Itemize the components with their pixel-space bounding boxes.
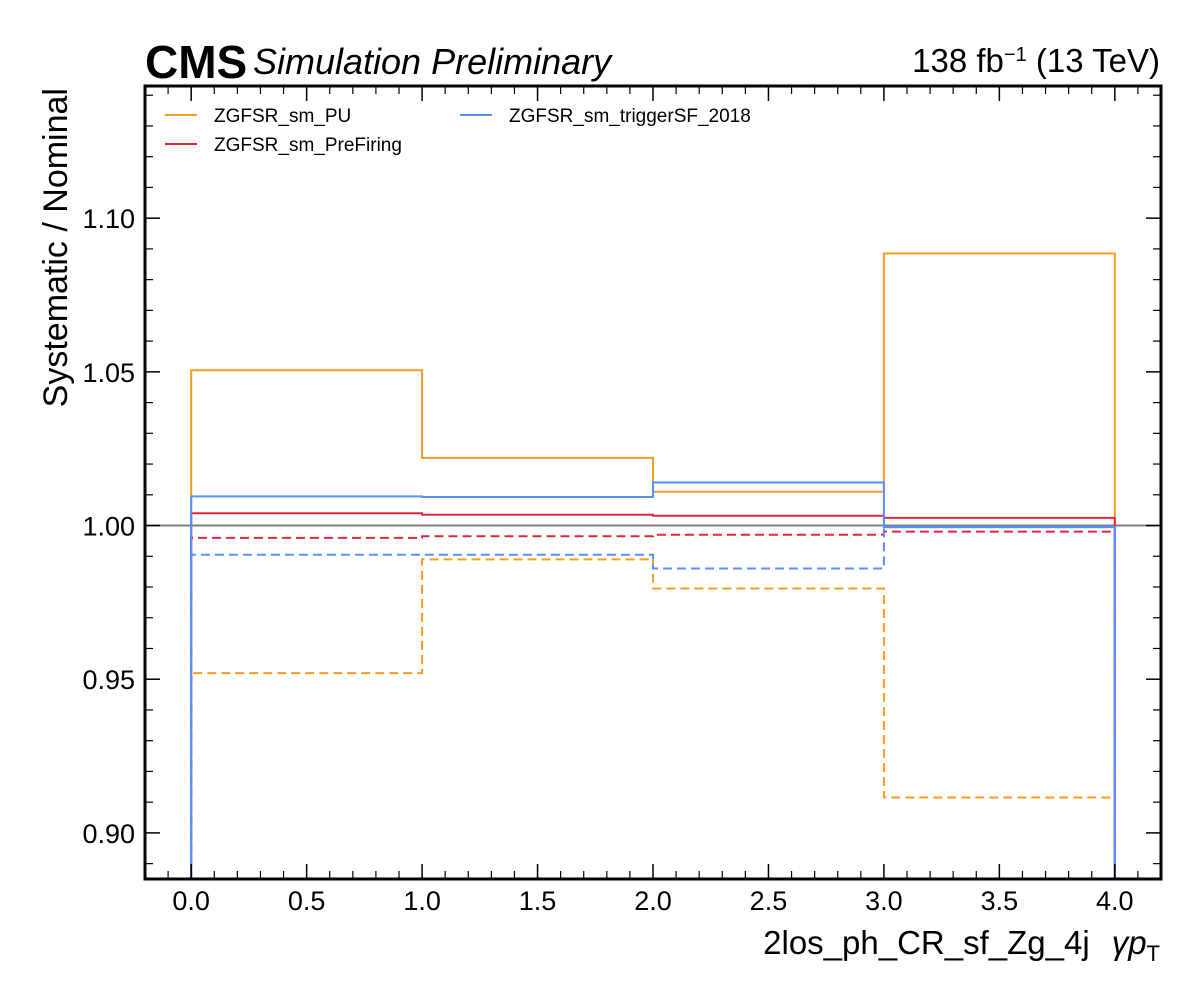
x-axis-variable: γp <box>1112 924 1147 961</box>
cms-label: CMS <box>145 36 247 88</box>
plot-area: 0.0 0.5 1.0 1.5 2.0 2.5 3.0 3.5 4.0 0.90 0.95 1.00 1… <box>82 84 1163 916</box>
plot-frame <box>143 84 1163 881</box>
legend-entry: ZGFSR_sm_PreFiring <box>214 135 402 156</box>
lumi-label: 138 fb−1 (13 TeV) <box>912 42 1160 79</box>
x-tick-label: 1.5 <box>519 886 557 916</box>
x-tick-label: 3.0 <box>865 886 903 916</box>
series-down-zgfsr-sm-pu <box>190 558 1116 879</box>
x-tick-label: 0.5 <box>288 886 326 916</box>
y-tick-label: 1.05 <box>82 358 135 388</box>
y-tick-label: 1.00 <box>82 512 135 542</box>
lumi-energy: (13 TeV) <box>1027 42 1160 79</box>
series-up-zgfsr-sm-triggersf-2018 <box>190 481 1116 879</box>
x-tick-label: 0.0 <box>172 886 210 916</box>
y-tick-label: 1.10 <box>82 204 135 234</box>
x-tick-label: 3.5 <box>981 886 1019 916</box>
series-up-zgfsr-sm-prefiring <box>190 512 1116 879</box>
series-up-zgfsr-sm-pu <box>190 252 1116 879</box>
x-tick-label: 1.0 <box>403 886 441 916</box>
x-axis-label: 2los_ph_CR_sf_Zg_4j γpT <box>763 924 1160 966</box>
lumi-exponent: −1 <box>1004 44 1027 66</box>
chart-subtitle: Simulation Preliminary <box>253 41 613 82</box>
lumi-value: 138 fb <box>912 42 1004 79</box>
x-axis-variable-sub: T <box>1147 941 1160 966</box>
legend-entry: ZGFSR_sm_triggerSF_2018 <box>509 106 751 127</box>
x-tick-label: 2.5 <box>750 886 788 916</box>
x-tick-label: 4.0 <box>1096 886 1134 916</box>
y-tick-label: 0.90 <box>82 819 135 849</box>
series-down-zgfsr-sm-prefiring <box>190 530 1116 879</box>
legend-entry: ZGFSR_sm_PU <box>214 106 351 127</box>
x-axis-name: 2los_ph_CR_sf_Zg_4j <box>763 924 1090 961</box>
x-tick-label: 2.0 <box>634 886 672 916</box>
y-tick-label: 0.95 <box>82 665 135 695</box>
series-down-zgfsr-sm-triggersf-2018 <box>190 526 1116 879</box>
y-axis-label: Systematic / Nominal <box>37 88 75 407</box>
